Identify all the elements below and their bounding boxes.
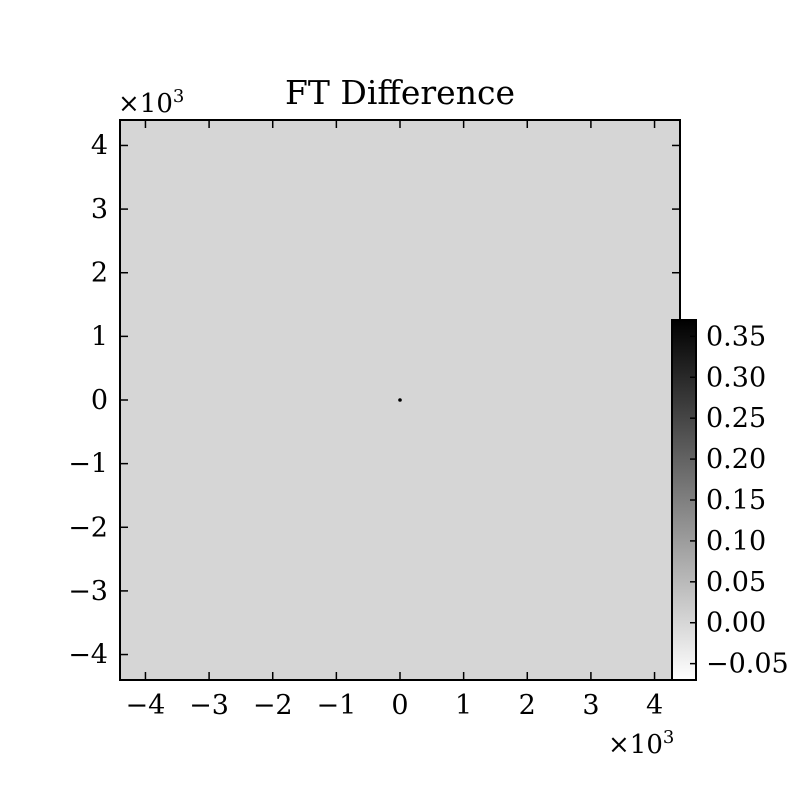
x-offset-label: ×103 [608, 727, 674, 760]
colorbar-tick-label: 0.25 [706, 403, 766, 434]
colorbar-tick-label: 0.05 [706, 567, 766, 598]
y-offset-label: ×103 [118, 86, 184, 119]
x-tick-label: 2 [519, 690, 536, 721]
y-tick-label: −1 [68, 449, 108, 480]
x-tick-label: 1 [455, 690, 472, 721]
x-tick-label: −3 [189, 690, 229, 721]
colorbar-tick-label: 0.35 [706, 321, 766, 352]
y-tick-label: 1 [91, 321, 108, 352]
x-tick-label: 3 [582, 690, 599, 721]
y-tick-label: 4 [91, 130, 108, 161]
chart-title: FT Difference [285, 73, 515, 112]
x-tick-label: −1 [316, 690, 356, 721]
peaks-layer [398, 398, 402, 402]
colorbar-tick-label: 0.20 [706, 444, 766, 475]
x-tick-label: −4 [126, 690, 166, 721]
colorbar-tick-label: 0.15 [706, 485, 766, 516]
y-axis: −4 −3 −2 −1 0 1 2 3 4 [68, 130, 680, 671]
x-tick-label: 0 [391, 690, 408, 721]
y-tick-label: −2 [68, 512, 108, 543]
colorbar-tick-label: 0.00 [706, 608, 766, 639]
y-tick-label: 2 [91, 258, 108, 289]
colorbar-tick-label: 0.30 [706, 362, 766, 393]
x-axis: −4 −3 −2 −1 0 1 2 3 4 [126, 120, 663, 721]
x-offset-exponent: 3 [663, 727, 674, 748]
y-tick-label: 0 [91, 385, 108, 416]
colorbar-tick-label: 0.10 [706, 526, 766, 557]
y-tick-label: −3 [68, 576, 108, 607]
y-tick-label: 3 [91, 194, 108, 225]
colorbar-tick-label: −0.05 [706, 649, 789, 680]
peak-point [398, 398, 402, 402]
colorbar-ticks: 0.35 0.30 0.25 0.20 0.15 0.10 0.05 0.00 −0.05 [690, 321, 789, 680]
x-tick-label: −2 [253, 690, 293, 721]
y-tick-label: −4 [68, 640, 108, 671]
x-tick-label: 4 [646, 690, 663, 721]
